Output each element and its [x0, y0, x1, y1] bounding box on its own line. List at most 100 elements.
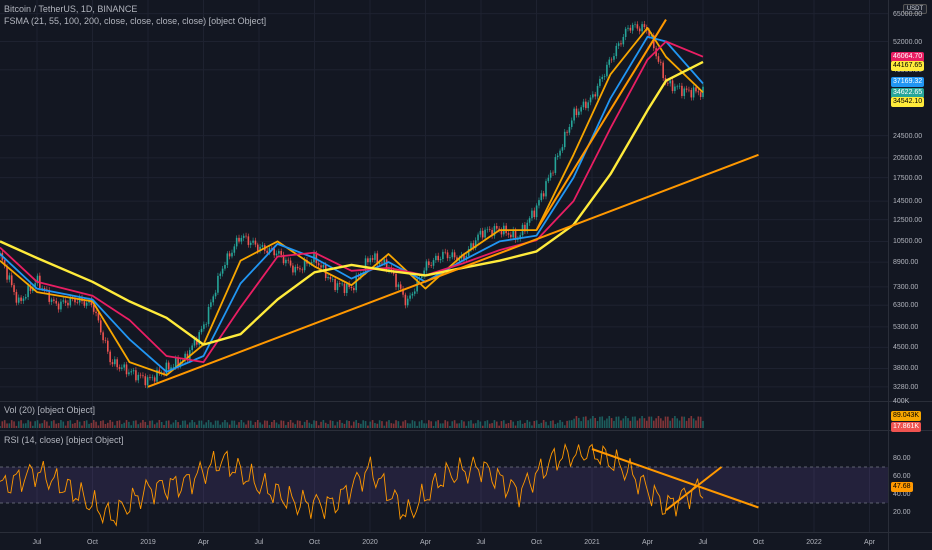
candle-body — [676, 86, 679, 88]
volume-bar — [383, 425, 386, 428]
candle-body — [599, 78, 601, 86]
volume-label[interactable]: Vol (20) [object Object] — [4, 405, 96, 415]
volume-bar — [374, 423, 376, 428]
volume-bar — [212, 424, 215, 428]
time-tick-label: Jul — [32, 539, 42, 546]
candle-body — [228, 253, 231, 257]
candle-body — [367, 258, 369, 263]
candle-body — [184, 353, 186, 361]
candle-body — [348, 283, 350, 287]
volume-bar — [528, 421, 531, 428]
volume-bar — [266, 420, 268, 428]
candle-body — [74, 298, 76, 303]
volume-bar — [259, 422, 261, 428]
volume-bar — [181, 420, 184, 428]
candle-body — [470, 243, 472, 250]
candle-body — [695, 87, 697, 92]
volume-bar — [627, 418, 629, 428]
pane-separator-rsi[interactable] — [0, 430, 932, 431]
candle-body — [240, 237, 243, 242]
volume-legend[interactable]: Vol (20) [object Object] — [4, 404, 95, 416]
volume-bar — [256, 420, 259, 428]
candle-body — [128, 372, 130, 375]
fsma-legend[interactable]: FSMA (21, 55, 100, 200, close, close, cl… — [4, 16, 267, 26]
price-tick-label: 10500.00 — [893, 238, 923, 246]
candle-body — [238, 237, 240, 242]
volume-bar — [121, 424, 123, 428]
volume-bar — [507, 423, 510, 428]
candle-body — [3, 260, 6, 266]
candle-body — [371, 258, 374, 260]
time-tick-label: 2020 — [362, 539, 378, 546]
ma-100-line — [0, 40, 704, 363]
rsi-legend[interactable]: RSI (14, close) [object Object] — [4, 434, 124, 446]
volume-bar — [210, 422, 212, 428]
volume-bar — [552, 420, 554, 428]
volume-bar — [130, 425, 133, 428]
candle-body — [413, 291, 416, 294]
candle-body — [404, 294, 407, 306]
candle-body — [83, 301, 86, 306]
volume-bar — [545, 421, 547, 428]
grid-lines — [0, 0, 888, 532]
volume-bar — [301, 425, 304, 428]
trendlines[interactable] — [147, 19, 759, 511]
volume-bar — [149, 420, 151, 428]
volume-bar — [697, 416, 700, 428]
volume-bar — [36, 420, 39, 428]
volume-bar — [27, 420, 29, 428]
symbol-title[interactable]: Bitcoin / TetherUS, 1D, BINANCE — [4, 4, 138, 14]
volume-bar — [369, 421, 372, 428]
candle-body — [172, 366, 175, 368]
volume-bar — [451, 421, 454, 428]
volume-bar — [493, 420, 496, 428]
candle-body — [437, 255, 440, 261]
candle-body — [41, 288, 43, 289]
candle-body — [254, 240, 257, 245]
time-tick-label: Oct — [309, 539, 320, 546]
candle-body — [17, 297, 20, 303]
candle-body — [299, 268, 301, 270]
candle-body — [29, 285, 32, 291]
candle-body — [350, 286, 353, 289]
candle-body — [90, 299, 93, 306]
candle-body — [585, 101, 587, 109]
volume-bar — [338, 420, 341, 428]
volume-bar — [624, 416, 627, 428]
candle-body — [151, 377, 154, 379]
candle-body — [566, 131, 568, 133]
candle-series — [0, 21, 704, 389]
candle-body — [474, 240, 477, 248]
candle-body — [364, 258, 367, 273]
volume-bar — [128, 421, 130, 428]
volume-bar — [97, 425, 100, 428]
volume-bar — [83, 421, 86, 428]
volume-bar — [74, 422, 76, 428]
volume-bar — [224, 420, 226, 428]
rsi-label[interactable]: RSI (14, close) [object Object] — [4, 435, 124, 445]
time-tick-label: 2022 — [806, 539, 822, 546]
candle-body — [57, 303, 60, 310]
volume-bar — [531, 425, 533, 428]
volume-bar — [692, 418, 695, 428]
candle-body — [568, 126, 571, 133]
indicator-legend[interactable]: FSMA (21, 55, 100, 200, close, close, cl… — [4, 15, 266, 27]
volume-bar — [561, 421, 564, 428]
pane-separator-volume[interactable] — [0, 401, 932, 402]
volume-bar — [460, 420, 463, 428]
volume-bar — [92, 420, 95, 428]
candle-body — [268, 248, 271, 253]
candle-body — [535, 205, 538, 218]
volume-bar — [425, 423, 428, 428]
currency-badge[interactable]: USDT — [903, 4, 927, 14]
volume-bar — [123, 422, 125, 428]
candle-body — [336, 283, 339, 291]
candle-body — [538, 200, 540, 206]
candle-body — [699, 92, 702, 97]
volume-bar — [599, 416, 601, 428]
volume-bar — [385, 421, 388, 428]
time-axis-separator — [0, 532, 932, 533]
candle-body — [289, 260, 292, 266]
volume-bar — [587, 420, 589, 428]
